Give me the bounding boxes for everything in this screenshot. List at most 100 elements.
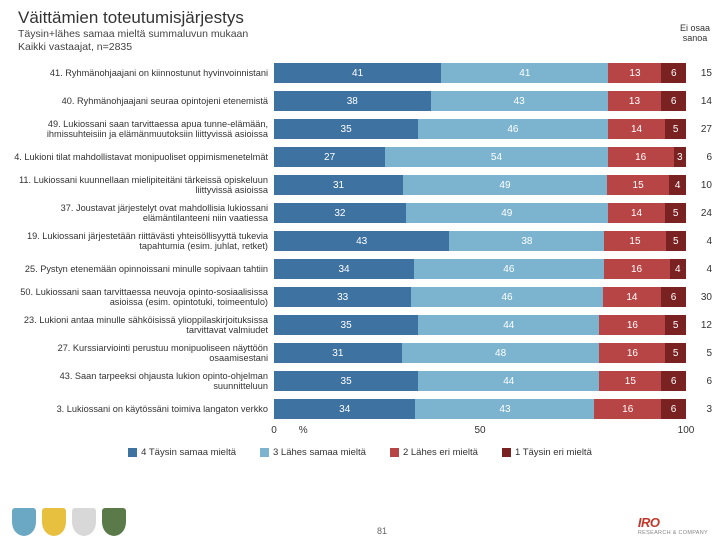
legend-item: 2 Lähes eri mieltä <box>390 447 478 458</box>
bar-segment: 33 <box>274 287 411 307</box>
stacked-bar: 31481655 <box>274 343 686 363</box>
bar-segment: 41 <box>274 63 441 83</box>
bar-segment: 6 <box>661 63 685 83</box>
bar-segment: 5 <box>665 343 686 363</box>
eos-value: 4 <box>692 264 712 275</box>
x-tick: 0 <box>271 425 277 436</box>
bar-segment: 44 <box>418 315 599 335</box>
bar-segment: 35 <box>274 315 418 335</box>
row-label: 3. Lukiossani on käytössäni toimiva lang… <box>12 404 274 414</box>
bar-segment: 14 <box>603 287 661 307</box>
bar-segment: 34 <box>274 259 414 279</box>
row-label: 11. Lukiossani kuunnellaan mielipiteitän… <box>12 175 274 195</box>
eos-value: 3 <box>692 404 712 415</box>
legend: 4 Täysin samaa mieltä 3 Lähes samaa mielt… <box>0 447 720 458</box>
row-label: 25. Pystyn etenemään opinnoissani minull… <box>12 264 274 274</box>
legend-item: 4 Täysin samaa mieltä <box>128 447 236 458</box>
bar-segment: 5 <box>665 203 686 223</box>
x-axis: 050100% <box>12 425 686 439</box>
crest-icon <box>42 508 66 536</box>
legend-label: 3 Lähes samaa mieltä <box>273 447 366 458</box>
stacked-bar: 314915410 <box>274 175 686 195</box>
bar-row: 49. Lukiossani saan tarvittaessa apua tu… <box>12 115 686 143</box>
legend-label: 1 Täysin eri mieltä <box>515 447 592 458</box>
legend-swatch <box>502 448 511 457</box>
stacked-bar: 27541636 <box>274 147 686 167</box>
row-label: 41. Ryhmänohjaajani on kiinnostunut hyvi… <box>12 68 274 78</box>
bar-segment: 15 <box>599 371 661 391</box>
bar-row: 23. Lukioni antaa minulle sähköisissä yl… <box>12 311 686 339</box>
bar-segment: 16 <box>599 315 665 335</box>
bar-segment: 6 <box>661 91 686 111</box>
stacked-bar: 414113615 <box>274 63 686 83</box>
stacked-bar-chart: 41. Ryhmänohjaajani on kiinnostunut hyvi… <box>12 59 686 423</box>
eos-value: 30 <box>692 292 712 303</box>
eos-value: 27 <box>692 124 712 135</box>
row-label: 4. Lukioni tilat mahdollistavat monipuol… <box>12 152 274 162</box>
legend-swatch <box>128 448 137 457</box>
eos-value: 6 <box>692 152 712 163</box>
legend-item: 1 Täysin eri mieltä <box>502 447 592 458</box>
bar-segment: 41 <box>441 63 608 83</box>
bar-row: 41. Ryhmänohjaajani on kiinnostunut hyvi… <box>12 59 686 87</box>
bar-row: 27. Kurssiarviointi perustuu monipuolise… <box>12 339 686 367</box>
bar-segment: 14 <box>608 119 666 139</box>
bar-segment: 44 <box>418 371 599 391</box>
eos-value: 15 <box>692 68 712 79</box>
stacked-bar: 43381554 <box>274 231 686 251</box>
bar-segment: 35 <box>274 371 418 391</box>
eos-value: 4 <box>692 236 712 247</box>
chart-subtitle2: Kaikki vastaajat, n=2835 <box>18 41 702 54</box>
bar-segment: 6 <box>661 371 686 391</box>
bar-segment: 27 <box>274 147 385 167</box>
crest-icon <box>12 508 36 536</box>
bar-segment: 38 <box>449 231 604 251</box>
row-label: 43. Saan tarpeeksi ohjausta lukion opint… <box>12 371 274 391</box>
crest-icon <box>102 508 126 536</box>
eos-column-label: Ei osaasanoa <box>680 24 710 44</box>
bar-row: 25. Pystyn etenemään opinnoissani minull… <box>12 255 686 283</box>
stacked-bar: 384313614 <box>274 91 686 111</box>
bar-row: 40. Ryhmänohjaajani seuraa opintojeni et… <box>12 87 686 115</box>
bar-segment: 6 <box>661 399 686 419</box>
chart-header: Väittämien toteutumisjärjestys Täysin+lä… <box>0 0 720 55</box>
x-tick: 100 <box>678 425 695 436</box>
row-label: 27. Kurssiarviointi perustuu monipuolise… <box>12 343 274 363</box>
bar-segment: 35 <box>274 119 418 139</box>
bar-segment: 3 <box>674 147 686 167</box>
bar-segment: 49 <box>406 203 608 223</box>
stacked-bar: 354416512 <box>274 315 686 335</box>
bar-segment: 34 <box>274 399 415 419</box>
crest-icon <box>72 508 96 536</box>
row-label: 50. Lukiossani saan tarvittaessa neuvoja… <box>12 287 274 307</box>
bar-row: 19. Lukiossani järjestetään riittävästi … <box>12 227 686 255</box>
stacked-bar: 334614630 <box>274 287 686 307</box>
legend-swatch <box>390 448 399 457</box>
bar-segment: 43 <box>274 231 449 251</box>
stacked-bar: 354614527 <box>274 119 686 139</box>
stacked-bar: 324914524 <box>274 203 686 223</box>
eos-value: 24 <box>692 208 712 219</box>
bar-segment: 48 <box>402 343 600 363</box>
bar-segment: 16 <box>594 399 661 419</box>
page-number: 81 <box>126 526 638 536</box>
row-label: 40. Ryhmänohjaajani seuraa opintojeni et… <box>12 96 274 106</box>
bar-segment: 5 <box>665 119 686 139</box>
footer: 81 IRO RESEARCH & COMPANY <box>0 508 720 536</box>
bar-row: 11. Lukiossani kuunnellaan mielipiteitän… <box>12 171 686 199</box>
row-label: 19. Lukiossani järjestetään riittävästi … <box>12 231 274 251</box>
bar-segment: 31 <box>274 175 403 195</box>
bar-segment: 54 <box>385 147 607 167</box>
bar-segment: 31 <box>274 343 402 363</box>
bar-segment: 15 <box>604 231 665 251</box>
bar-segment: 6 <box>661 287 686 307</box>
x-unit-label: % <box>299 425 308 436</box>
eos-value: 10 <box>692 180 712 191</box>
stacked-bar: 35441566 <box>274 371 686 391</box>
row-label: 23. Lukioni antaa minulle sähköisissä yl… <box>12 315 274 335</box>
bar-segment: 16 <box>599 343 665 363</box>
bar-segment: 16 <box>604 259 670 279</box>
eos-value: 5 <box>692 348 712 359</box>
row-label: 49. Lukiossani saan tarvittaessa apua tu… <box>12 119 274 139</box>
bar-segment: 5 <box>666 231 686 251</box>
